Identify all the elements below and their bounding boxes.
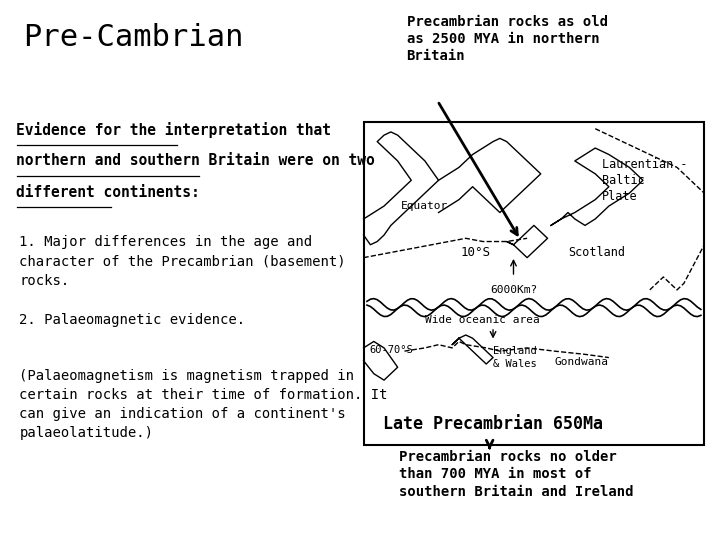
Text: Evidence for the interpretation that: Evidence for the interpretation that <box>16 122 330 138</box>
Text: Late Precambrian 650Ma: Late Precambrian 650Ma <box>383 415 603 433</box>
Text: Wide oceanic area: Wide oceanic area <box>426 315 540 326</box>
Text: Gondwana: Gondwana <box>554 357 608 367</box>
Text: Pre-Cambrian: Pre-Cambrian <box>23 23 243 52</box>
Text: Equator: Equator <box>401 201 449 211</box>
Text: 6000Km?: 6000Km? <box>490 285 537 295</box>
Text: England
& Wales: England & Wales <box>493 346 537 369</box>
Text: Precambrian rocks as old
as 2500 MYA in northern
Britain: Precambrian rocks as old as 2500 MYA in … <box>407 15 608 63</box>
Bar <box>364 122 704 444</box>
Text: (Palaeomagnetism is magnetism trapped in
certain rocks at their time of formatio: (Palaeomagnetism is magnetism trapped in… <box>19 369 388 440</box>
Text: northern and southern Britain were on two: northern and southern Britain were on tw… <box>16 153 374 168</box>
Text: 60-70°S: 60-70°S <box>369 345 413 354</box>
Text: Precambrian rocks no older
than 700 MYA in most of
southern Britain and Ireland: Precambrian rocks no older than 700 MYA … <box>400 450 634 498</box>
Text: different continents:: different continents: <box>16 185 199 200</box>
Text: Scotland: Scotland <box>568 246 625 259</box>
Text: Laurentian -
Baltic
Plate: Laurentian - Baltic Plate <box>602 158 688 203</box>
Text: 10°S: 10°S <box>461 246 491 259</box>
Text: 2. Palaeomagnetic evidence.: 2. Palaeomagnetic evidence. <box>19 313 246 327</box>
Text: 1. Major differences in the age and
character of the Precambrian (basement)
rock: 1. Major differences in the age and char… <box>19 235 346 288</box>
